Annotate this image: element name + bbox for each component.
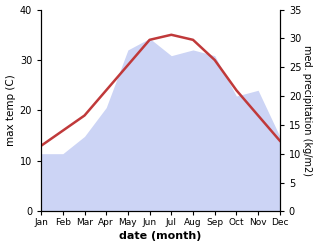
Y-axis label: max temp (C): max temp (C) [5, 75, 16, 146]
Y-axis label: med. precipitation (kg/m2): med. precipitation (kg/m2) [302, 45, 313, 176]
X-axis label: date (month): date (month) [119, 231, 202, 242]
